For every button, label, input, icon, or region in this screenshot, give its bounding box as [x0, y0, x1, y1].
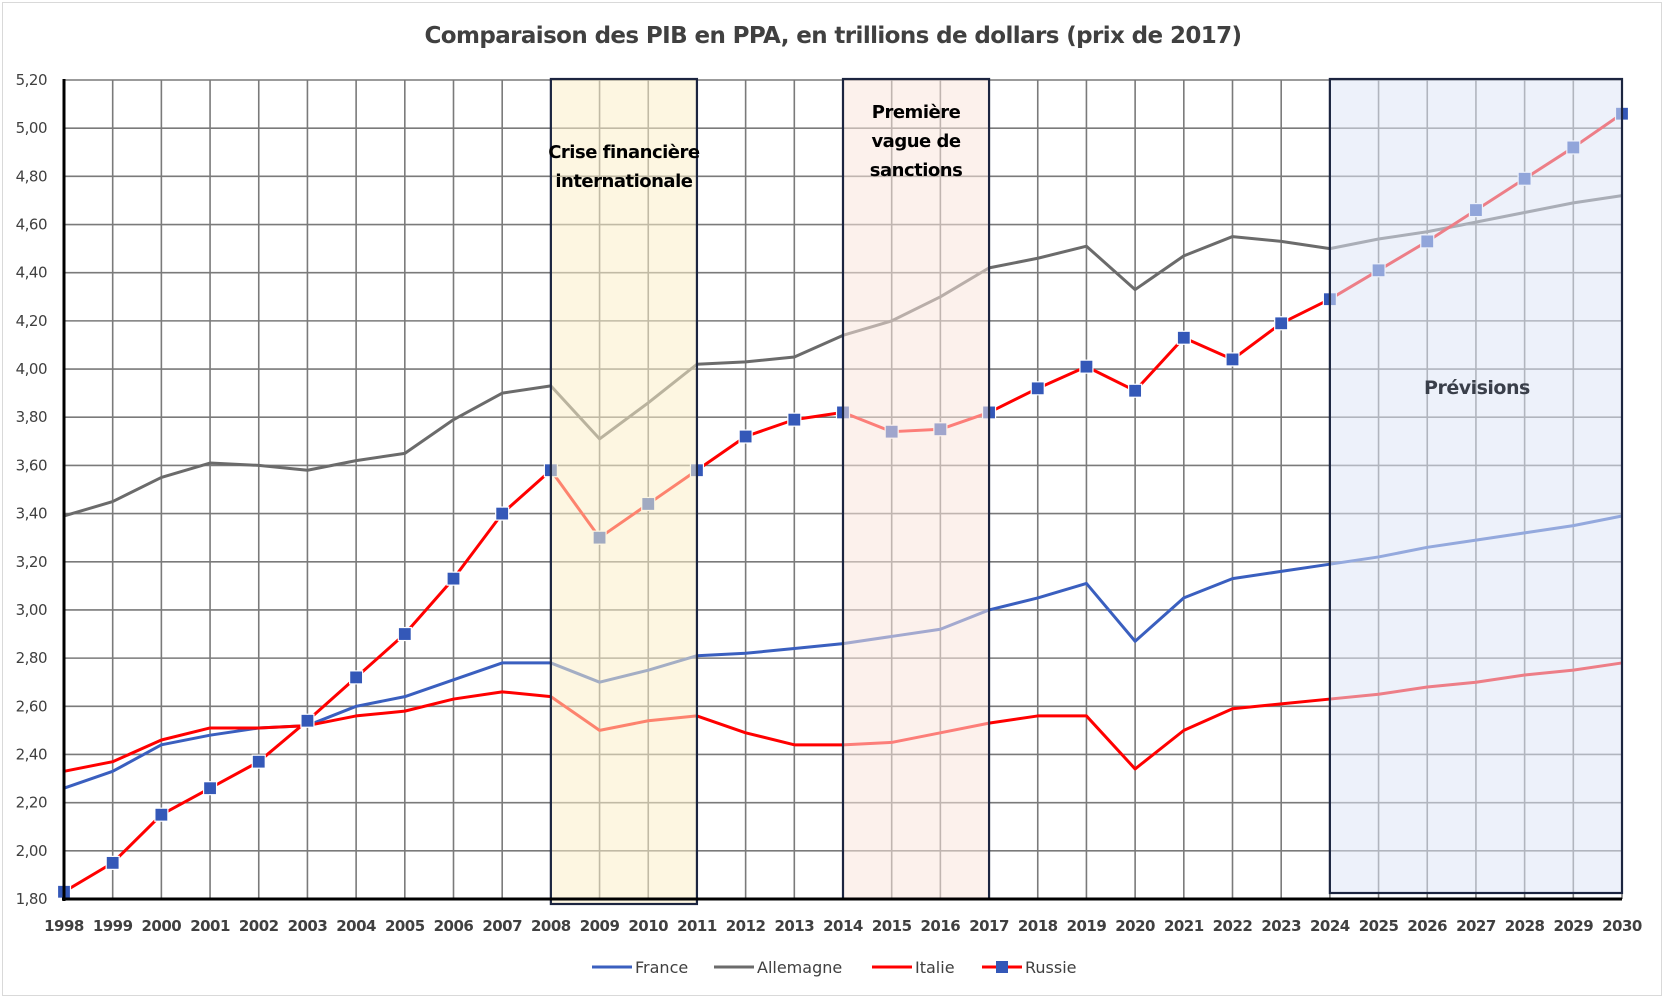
x-tick-label: 2007 [482, 917, 522, 935]
x-tick-label: 2012 [726, 917, 766, 935]
x-tick-label: 2028 [1505, 917, 1545, 935]
y-tick-label: 2,20 [16, 794, 47, 812]
y-tick-label: 5,00 [16, 119, 47, 137]
x-tick-label: 2030 [1602, 917, 1642, 935]
y-tick-label: 4,00 [16, 360, 47, 378]
annotation-label: Première [872, 102, 961, 123]
x-tick-label: 2001 [190, 917, 230, 935]
annotation-label: vague de [871, 131, 960, 152]
x-tick-label: 2013 [774, 917, 814, 935]
x-tick-label: 2024 [1310, 917, 1350, 935]
x-tick-label: 2006 [434, 917, 474, 935]
legend-label-france: France [635, 958, 688, 977]
x-tick-label: 2027 [1456, 917, 1496, 935]
data-point-russie [495, 506, 510, 521]
x-tick-label: 2022 [1213, 917, 1253, 935]
x-tick-label: 2014 [823, 917, 863, 935]
x-tick-label: 2020 [1115, 917, 1155, 935]
annotation-label: sanctions [870, 160, 963, 181]
data-point-russie [349, 670, 364, 685]
annotation-label: Prévisions [1424, 377, 1530, 399]
data-point-russie [446, 571, 461, 586]
annotation-label: Crise financière [548, 142, 700, 163]
data-point-russie [1225, 352, 1240, 367]
annotation-label: internationale [555, 171, 692, 192]
data-point-russie [787, 412, 802, 427]
data-point-russie [1079, 359, 1094, 374]
data-point-russie [1176, 330, 1191, 345]
legend-label-russie: Russie [1025, 958, 1077, 977]
y-tick-label: 3,60 [16, 456, 47, 474]
x-tick-label: 1999 [93, 917, 133, 935]
x-tick-label: 2009 [580, 917, 620, 935]
x-tick-label: 2017 [969, 917, 1009, 935]
x-tick-label: 2023 [1261, 917, 1301, 935]
x-tick-label: 2011 [677, 917, 717, 935]
y-tick-label: 3,40 [16, 505, 47, 523]
x-tick-label: 2003 [288, 917, 328, 935]
x-axis-ticks: 1998 1999 2000 2001 2002 2003 2004 2005 2006 2007… [44, 917, 1642, 935]
x-tick-label: 2000 [142, 917, 182, 935]
x-tick-label: 2019 [1067, 917, 1107, 935]
x-tick-label: 2005 [385, 917, 425, 935]
y-axis-ticks: 1,80 2,00 2,20 2,40 2,60 2,80 3,00 3,20 3,40 3,60… [16, 71, 48, 908]
x-tick-label: 2021 [1164, 917, 1204, 935]
data-point-russie [397, 626, 412, 642]
x-tick-label: 2015 [872, 917, 912, 935]
data-point-russie [251, 754, 266, 769]
y-tick-label: 4,40 [16, 264, 47, 282]
x-tick-label: 2010 [628, 917, 668, 935]
legend-label-allemagne: Allemagne [757, 958, 842, 977]
y-tick-label: 5,20 [16, 71, 47, 89]
chart-title: Comparaison des PIB en PPA, en trillions… [425, 23, 1242, 49]
y-tick-label: 3,00 [16, 601, 47, 619]
x-tick-label: 2029 [1553, 917, 1593, 935]
y-tick-label: 2,60 [16, 697, 47, 715]
y-tick-label: 2,40 [16, 745, 47, 763]
x-tick-label: 2026 [1407, 917, 1447, 935]
annotation-box [549, 77, 699, 906]
data-point-russie [154, 807, 169, 822]
data-point-russie [1274, 316, 1289, 331]
data-point-russie [300, 713, 315, 728]
data-point-russie [1128, 383, 1143, 398]
y-tick-label: 4,80 [16, 167, 47, 185]
x-tick-label: 2025 [1359, 917, 1399, 935]
x-tick-label: 2002 [239, 917, 279, 935]
axes [62, 79, 1622, 901]
x-tick-label: 1998 [44, 917, 84, 935]
y-tick-label: 4,20 [16, 312, 47, 330]
x-tick-label: 2004 [336, 917, 376, 935]
x-tick-label: 2016 [921, 917, 961, 935]
y-tick-label: 3,80 [16, 408, 47, 426]
y-tick-label: 2,80 [16, 649, 47, 667]
x-tick-label: 2018 [1018, 917, 1058, 935]
data-point-russie [202, 781, 218, 796]
data-point-russie [1030, 381, 1045, 396]
legend-marker-russie [996, 961, 1008, 973]
annotation-boxes: Crise financière internationale Première va… [548, 77, 1624, 906]
annotation-box [841, 77, 991, 901]
x-tick-label: 2008 [531, 917, 571, 935]
y-tick-label: 3,20 [16, 553, 47, 571]
y-tick-label: 4,60 [16, 216, 47, 234]
legend: France Allemagne Italie Russie [592, 958, 1077, 977]
data-point-russie [105, 855, 120, 870]
legend-label-italie: Italie [915, 958, 955, 977]
y-tick-label: 2,00 [16, 842, 47, 860]
annotation-box [1328, 77, 1624, 895]
data-point-russie [738, 429, 753, 444]
y-tick-label: 1,80 [16, 890, 47, 908]
